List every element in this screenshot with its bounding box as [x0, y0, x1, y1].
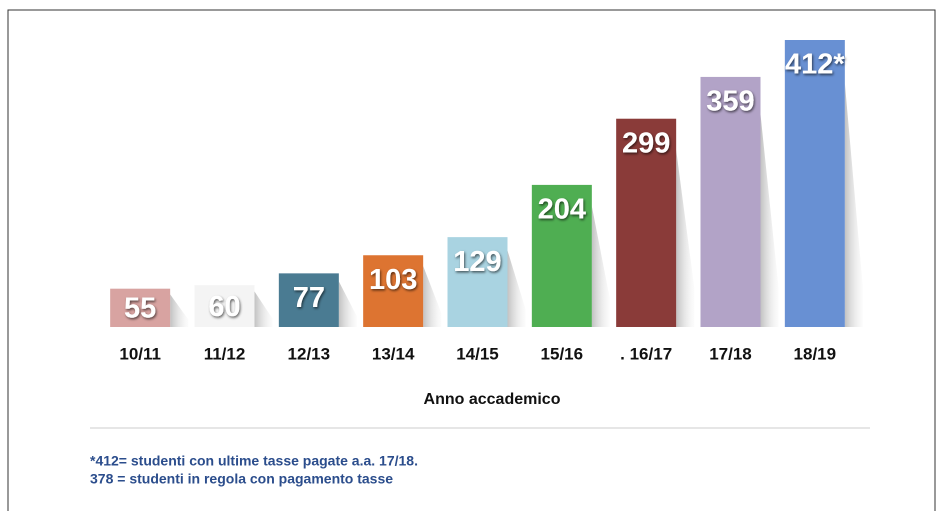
bar-shadow: [507, 250, 526, 327]
bar: [531, 184, 592, 327]
value-label: 359: [706, 86, 754, 118]
bar: [110, 288, 171, 327]
bar-shadow: [254, 291, 273, 327]
bar-shadow: [423, 266, 442, 327]
bar: [363, 255, 424, 327]
x-tick-label: 10/11: [119, 344, 161, 363]
value-label: 77: [293, 282, 325, 314]
x-tick-label: . 16/17: [620, 344, 672, 363]
x-axis-label: Anno accademico: [424, 391, 561, 408]
bar: [278, 273, 339, 327]
x-tick-label: 15/16: [541, 344, 584, 363]
x-tick-label: 12/13: [288, 344, 331, 363]
value-label: 412*: [785, 49, 845, 81]
footnote: *412= studenti con ultime tasse pagate a…: [90, 453, 418, 469]
bar: [194, 285, 255, 327]
bar: [784, 40, 845, 327]
bar-shadow: [844, 83, 863, 327]
value-label: 129: [453, 246, 501, 278]
value-label: 103: [369, 264, 417, 296]
value-label: 299: [622, 127, 670, 159]
x-tick-label: 13/14: [372, 344, 415, 363]
bar: [700, 76, 761, 327]
x-tick-label: 14/15: [456, 344, 499, 363]
bar-shadow: [338, 281, 357, 327]
value-label: 204: [538, 194, 586, 226]
bar-shadow: [760, 114, 779, 327]
x-tick-label: 17/18: [709, 344, 752, 363]
frame: [7, 9, 936, 511]
bar-shadow: [170, 294, 189, 327]
bar-shadow: [676, 149, 695, 327]
bar: [447, 237, 508, 327]
value-label: 60: [208, 291, 240, 323]
bar: [616, 118, 677, 327]
value-label: 55: [124, 292, 156, 324]
x-tick-label: 11/12: [204, 344, 246, 363]
bar-shadow: [591, 206, 610, 327]
x-tick-label: 18/19: [794, 344, 837, 363]
footnote: 378 = studenti in regola con pagamento t…: [90, 471, 393, 487]
